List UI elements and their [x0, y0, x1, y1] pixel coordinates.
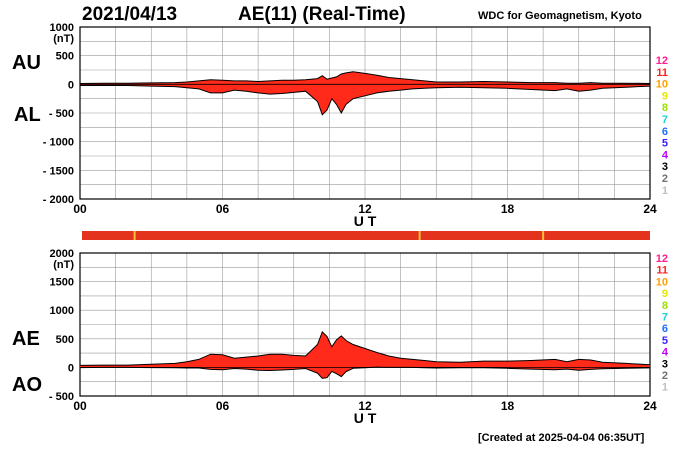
top-kp-scale-label: 5: [662, 138, 668, 150]
bottom-y-tick-label: 1500: [50, 277, 74, 289]
bottom-unit-label: (nT): [53, 259, 74, 271]
top-kp-scale-label: 8: [662, 102, 668, 114]
bottom-kp-scale-label: 5: [662, 335, 668, 347]
bottom-series-ao-line: [79, 366, 651, 379]
ao-label: AO: [12, 374, 42, 396]
bottom-x-tick-label: 12: [358, 399, 372, 413]
top-x-axis-label: U T: [354, 213, 377, 229]
bottom-kp-scale-label: 12: [656, 253, 668, 265]
top-y-tick-label: - 2000: [43, 194, 74, 206]
quality-bar-mark: [133, 231, 136, 240]
bottom-kp-scale-label: 2: [662, 370, 668, 382]
top-kp-scale-label: 9: [662, 90, 668, 102]
bottom-y-tick-label: 2000: [50, 248, 74, 260]
top-series-al-line: [80, 85, 651, 116]
created-timestamp: [Created at 2025-04-04 06:35UT]: [478, 432, 645, 444]
bottom-kp-scale-label: 9: [662, 288, 668, 300]
bottom-y-tick-label: - 500: [49, 391, 74, 403]
top-x-tick-label: 06: [216, 202, 230, 216]
quality-bar-mark: [418, 231, 421, 240]
top-y-tick-label: - 1000: [43, 137, 74, 149]
source-label: WDC for Geomagnetism, Kyoto: [478, 10, 642, 22]
bottom-x-axis-label: U T: [354, 410, 377, 426]
top-unit-label: (nT): [53, 33, 74, 45]
top-y-tick-label: 1000: [50, 22, 74, 34]
bottom-x-tick-label: 24: [643, 399, 657, 413]
top-kp-scale-label: 2: [662, 173, 668, 185]
top-y-tick-label: 500: [56, 51, 74, 63]
bottom-series-ae-line: [79, 331, 651, 366]
bottom-kp-scale-label: 7: [662, 312, 668, 324]
bottom-kp-scale-label: 10: [656, 276, 668, 288]
chart-title: AE(11) (Real-Time): [238, 4, 406, 25]
date-label: 2021/04/13: [82, 4, 178, 25]
top-y-tick-label: 0: [68, 79, 74, 91]
top-kp-scale-label: 3: [662, 161, 668, 173]
top-kp-scale-label: 10: [656, 79, 668, 91]
top-y-tick-label: - 500: [49, 108, 74, 120]
bottom-kp-scale-label: 11: [656, 265, 668, 277]
quality-bar: [82, 231, 650, 240]
bottom-kp-scale-label: 4: [662, 347, 669, 359]
top-x-tick-label: 00: [73, 202, 87, 216]
top-kp-scale-label: 7: [662, 114, 668, 126]
bottom-area-fill: [80, 331, 650, 379]
al-label: AL: [14, 104, 41, 126]
bottom-plot-frame: [79, 252, 651, 397]
bottom-kp-scale-label: 6: [662, 323, 668, 335]
quality-bar-mark: [542, 231, 545, 240]
top-kp-scale-label: 6: [662, 126, 668, 138]
top-kp-scale-label: 12: [656, 55, 668, 67]
bottom-kp-scale-label: 3: [662, 358, 668, 370]
bottom-kp-scale-label: 1: [662, 382, 668, 394]
top-x-tick-label: 18: [501, 202, 515, 216]
bottom-kp-scale-label: 8: [662, 300, 668, 312]
bottom-y-tick-label: 1000: [50, 305, 74, 317]
top-plot-frame: [79, 26, 651, 200]
top-kp-scale-label: 11: [656, 67, 668, 79]
bottom-x-tick-label: 06: [216, 399, 230, 413]
top-x-tick-label: 12: [358, 202, 372, 216]
top-y-tick-label: - 1500: [43, 165, 74, 177]
bottom-x-tick-label: 00: [73, 399, 87, 413]
bottom-y-tick-label: 500: [56, 334, 74, 346]
top-kp-scale-label: 4: [662, 149, 669, 161]
bottom-x-tick-label: 18: [501, 399, 515, 413]
top-x-tick-label: 24: [643, 202, 657, 216]
top-kp-scale-label: 1: [662, 185, 668, 197]
ae-label: AE: [12, 328, 40, 350]
bottom-y-tick-label: 0: [68, 362, 74, 374]
au-label: AU: [12, 52, 41, 74]
top-series-au-line: [79, 71, 651, 84]
